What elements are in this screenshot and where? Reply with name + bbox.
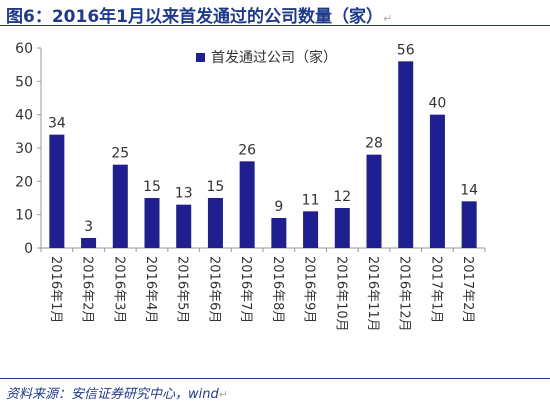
y-tick-label: 50 — [15, 74, 33, 90]
x-tick-label: 2016年11月 — [365, 256, 380, 332]
data-label: 9 — [274, 199, 283, 215]
bar — [334, 208, 350, 248]
x-tick-label: 2016年5月 — [175, 256, 190, 323]
x-tick-label: 2016年10月 — [333, 256, 348, 332]
legend-label: 首发通过公司（家） — [211, 49, 337, 66]
bar — [398, 61, 414, 249]
bar — [461, 201, 477, 248]
data-label: 34 — [48, 116, 66, 132]
y-tick-label: 40 — [15, 108, 33, 124]
data-label: 56 — [397, 42, 415, 58]
y-tick-label: 10 — [15, 208, 33, 224]
bar — [112, 164, 128, 248]
y-tick-label: 0 — [24, 241, 33, 257]
bar — [49, 134, 65, 248]
x-tick-label: 2016年4月 — [143, 256, 158, 323]
bar — [271, 218, 287, 248]
source-note: 资料来源：安信证券研究中心，wind — [6, 387, 219, 402]
x-tick-label: 2016年6月 — [206, 256, 221, 323]
x-tick-label: 2016年3月 — [111, 256, 126, 323]
x-tick-label: 2016年9月 — [302, 256, 317, 323]
data-label: 25 — [111, 146, 129, 162]
bar — [366, 154, 382, 248]
paragraph-mark: ↵ — [218, 388, 228, 401]
legend-swatch — [196, 53, 205, 62]
data-label: 15 — [143, 179, 161, 195]
y-tick-label: 30 — [15, 141, 33, 157]
bar — [207, 198, 223, 248]
data-label: 14 — [460, 182, 478, 198]
x-tick-label: 2016年12月 — [397, 256, 412, 332]
source-bar: 资料来源：安信证券研究中心，wind↵ — [0, 378, 550, 406]
data-label: 12 — [333, 189, 351, 205]
bar — [176, 204, 192, 248]
bar — [144, 198, 160, 248]
data-label: 3 — [84, 219, 93, 235]
bar — [429, 114, 445, 249]
x-tick-label: 2016年7月 — [238, 256, 253, 323]
data-label: 40 — [429, 96, 447, 112]
data-label: 28 — [365, 136, 383, 152]
bar — [303, 211, 319, 248]
y-tick-label: 60 — [15, 41, 33, 57]
data-label: 26 — [238, 142, 256, 158]
paragraph-mark: ↵ — [382, 12, 393, 25]
data-label: 15 — [207, 179, 225, 195]
y-tick-label: 20 — [15, 174, 33, 190]
data-label: 13 — [175, 186, 193, 202]
bar — [81, 238, 97, 248]
chart-title-bar: 图6：2016年1月以来首发通过的公司数量（家）↵ — [0, 0, 550, 27]
data-label: 11 — [302, 192, 320, 208]
bar-chart: 0 10 20 30 40 50 60 34 2016年1月 3 2016年2月 25 2016年3月 1… — [15, 41, 486, 332]
x-tick-label: 2017年2月 — [460, 256, 475, 323]
x-tick-label: 2016年2月 — [80, 256, 95, 323]
x-tick-label: 2016年1月 — [48, 256, 63, 323]
x-tick-label: 2017年1月 — [428, 256, 443, 323]
chart-title: 图6：2016年1月以来首发通过的公司数量（家） — [6, 7, 383, 27]
bar — [239, 161, 255, 248]
x-tick-label: 2016年8月 — [270, 256, 285, 323]
